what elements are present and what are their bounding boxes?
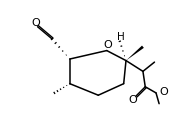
Text: O: O <box>103 40 112 50</box>
Text: O: O <box>159 87 168 97</box>
Text: O: O <box>129 95 137 105</box>
Text: O: O <box>31 18 40 28</box>
Text: H: H <box>117 32 125 42</box>
Polygon shape <box>126 46 144 61</box>
